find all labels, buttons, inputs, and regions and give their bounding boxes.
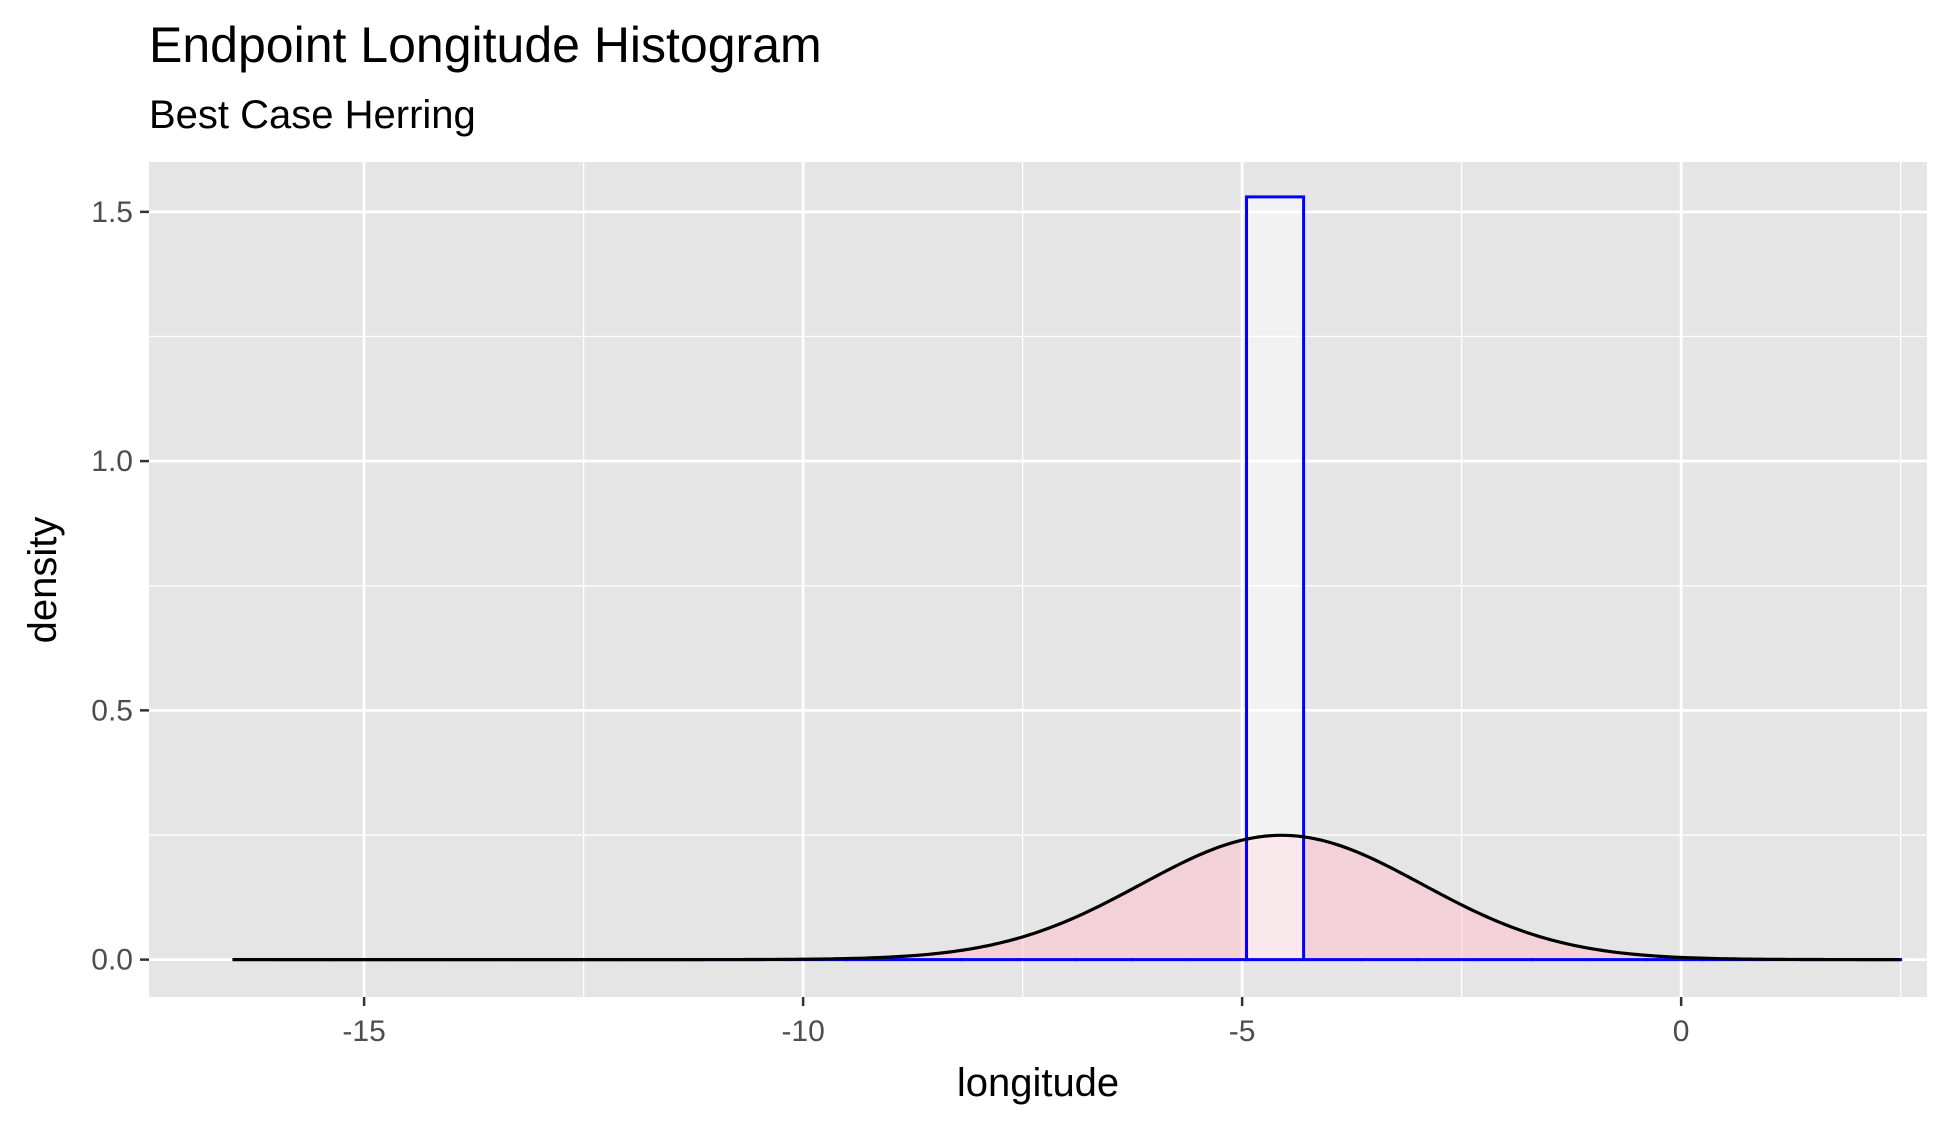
- chart-title: Endpoint Longitude Histogram: [149, 17, 822, 73]
- histogram-bar: [1245, 195, 1306, 962]
- y-tick-label: 0.5: [91, 694, 133, 727]
- y-tick-label: 1.0: [91, 445, 133, 478]
- grid-minor: [149, 162, 1927, 997]
- y-tick-label: 1.5: [91, 196, 133, 229]
- density-layer: [232, 835, 1901, 960]
- y-axis: 0.0 0.5 1.0 1.5: [91, 196, 149, 977]
- density-line-layer: [232, 833, 1901, 962]
- x-tick-label: -5: [1229, 1015, 1256, 1048]
- x-axis-title: longitude: [957, 1061, 1119, 1105]
- density-line: [232, 833, 1901, 962]
- plot-panel: [149, 162, 1927, 997]
- density-area: [232, 835, 1901, 960]
- chart-subtitle: Best Case Herring: [149, 93, 476, 137]
- y-axis-title: density: [21, 517, 65, 644]
- y-tick-label: 0.0: [91, 944, 133, 977]
- x-tick-label: -15: [342, 1015, 385, 1048]
- x-axis: -15 -10 -5 0: [342, 997, 1689, 1048]
- x-tick-label: 0: [1673, 1015, 1690, 1048]
- x-tick-label: -10: [781, 1015, 824, 1048]
